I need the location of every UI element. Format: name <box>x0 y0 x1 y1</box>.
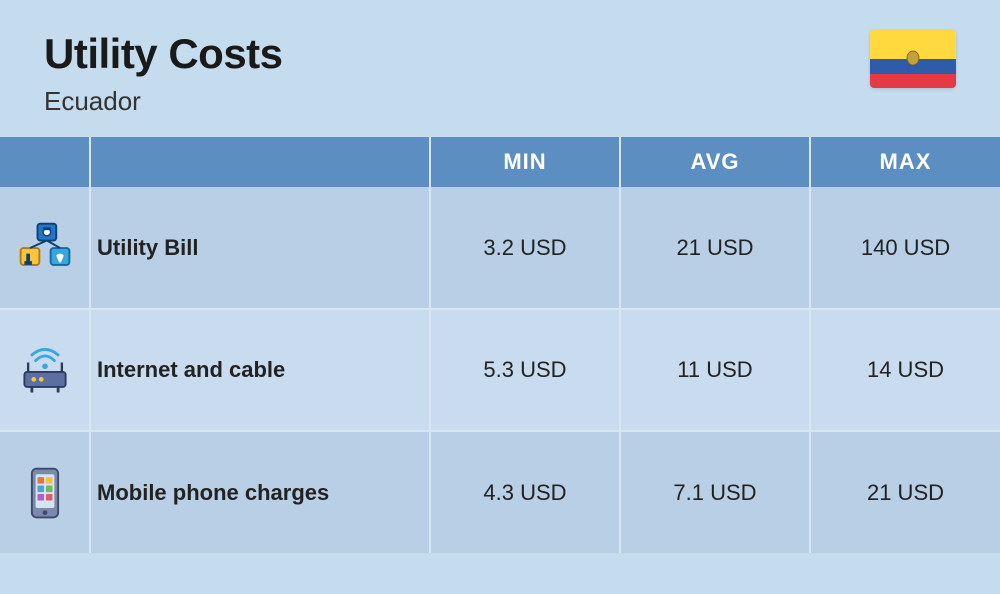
row-label: Utility Bill <box>90 187 430 309</box>
cell-avg: 11 USD <box>620 309 810 431</box>
cell-max: 14 USD <box>810 309 1000 431</box>
table-row: Mobile phone charges 4.3 USD 7.1 USD 21 … <box>0 431 1000 553</box>
table-row: Internet and cable 5.3 USD 11 USD 14 USD <box>0 309 1000 431</box>
table-row: Utility Bill 3.2 USD 21 USD 140 USD <box>0 187 1000 309</box>
cell-max: 21 USD <box>810 431 1000 553</box>
flag-icon <box>870 30 956 88</box>
row-label: Mobile phone charges <box>90 431 430 553</box>
row-label: Internet and cable <box>90 309 430 431</box>
title-block: Utility Costs Ecuador <box>44 30 870 117</box>
table-header-min: MIN <box>430 137 620 187</box>
router-icon <box>0 309 90 431</box>
page-subtitle: Ecuador <box>44 86 870 117</box>
mobile-phone-icon <box>0 431 90 553</box>
table-header-row: MIN AVG MAX <box>0 137 1000 187</box>
utility-bill-icon <box>0 187 90 309</box>
cell-max: 140 USD <box>810 187 1000 309</box>
costs-table: MIN AVG MAX Utility Bill 3.2 <box>0 137 1000 553</box>
cell-min: 4.3 USD <box>430 431 620 553</box>
cell-min: 5.3 USD <box>430 309 620 431</box>
table-header-max: MAX <box>810 137 1000 187</box>
table-header-avg: AVG <box>620 137 810 187</box>
header: Utility Costs Ecuador <box>0 0 1000 137</box>
page-title: Utility Costs <box>44 30 870 78</box>
table-header-blank <box>90 137 430 187</box>
table-header-blank <box>0 137 90 187</box>
cell-avg: 7.1 USD <box>620 431 810 553</box>
cell-min: 3.2 USD <box>430 187 620 309</box>
cell-avg: 21 USD <box>620 187 810 309</box>
